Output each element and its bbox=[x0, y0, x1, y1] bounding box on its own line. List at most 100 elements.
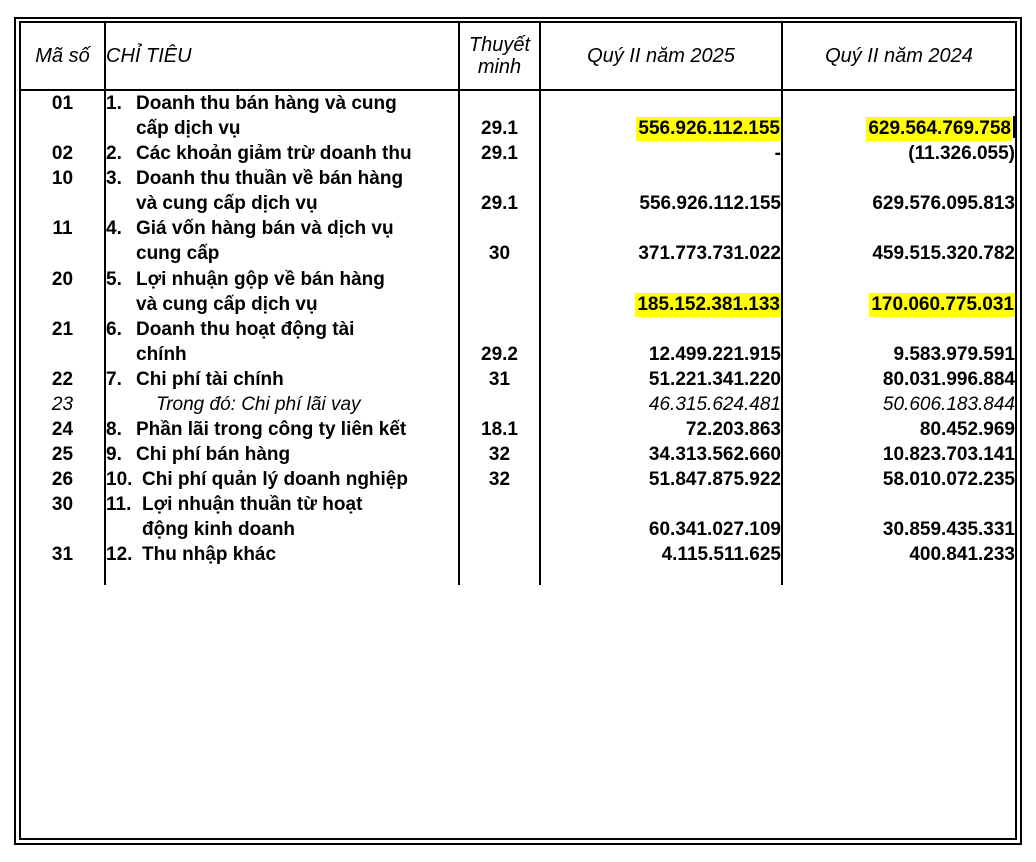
table-bottom-spacer bbox=[21, 567, 1015, 586]
spacer-cell bbox=[105, 567, 460, 586]
row-item-label: 11. Lợi nhuận thuần từ hoạt động kinh doan… bbox=[105, 492, 460, 543]
row-code: 22 bbox=[21, 366, 106, 392]
row-value-previous: 400.841.233 bbox=[782, 542, 1015, 568]
table-row[interactable]: 20 5. Lợi nhuận gộp về bán hàng và cung cấp… bbox=[21, 266, 1015, 317]
row-note-ref: 18.1 bbox=[459, 417, 541, 443]
row-code: 31 bbox=[21, 542, 106, 568]
table-row[interactable]: 30 11. Lợi nhuận thuần từ hoạt động kinh do… bbox=[21, 492, 1015, 543]
row-value-previous: 10.823.703.141 bbox=[782, 442, 1015, 468]
row-value-previous: 30.859.435.331 bbox=[782, 492, 1015, 543]
row-code: 11 bbox=[21, 216, 106, 267]
header-note-line2: minh bbox=[477, 56, 522, 78]
table-header-row: Mã số CHỈ TIÊU Thuyết minh Quý II năm 20… bbox=[21, 23, 1015, 91]
row-item-text: Phần lãi trong công ty liên kết bbox=[136, 419, 407, 441]
row-item-label: 2. Các khoản giảm trừ doanh thu bbox=[105, 141, 460, 167]
spacer-cell bbox=[782, 567, 1015, 586]
row-item-number: 12. bbox=[106, 544, 133, 566]
row-item-number: 3. bbox=[106, 168, 122, 190]
table-row[interactable]: 31 12. Thu nhập khác 4.115.511.625 400.841.2… bbox=[21, 542, 1015, 568]
subrow-note-ref bbox=[459, 391, 541, 418]
row-item-number: 4. bbox=[106, 218, 122, 240]
row-value-previous: 58.010.072.235 bbox=[782, 467, 1015, 493]
row-item-label: 5. Lợi nhuận gộp về bán hàng và cung cấp d… bbox=[105, 266, 460, 317]
row-note-ref: 29.2 bbox=[459, 316, 541, 367]
row-note-ref: 32 bbox=[459, 467, 541, 493]
row-value-current: 556.926.112.155 bbox=[540, 90, 783, 142]
table-row[interactable]: 10 3. Doanh thu thuần về bán hàng và cung c… bbox=[21, 166, 1015, 217]
table-row[interactable]: 25 9. Chi phí bán hàng 32 34.313.562.660 10.8… bbox=[21, 442, 1015, 468]
row-value-current: 371.773.731.022 bbox=[540, 216, 783, 267]
row-code: 20 bbox=[21, 266, 106, 317]
header-current-period: Quý II năm 2025 bbox=[540, 23, 783, 91]
row-item-text: Lợi nhuận gộp về bán hàng và cung cấp dịc… bbox=[136, 268, 385, 315]
row-note-ref: 29.1 bbox=[459, 141, 541, 167]
spacer-cell bbox=[540, 567, 783, 586]
row-item-label: 4. Giá vốn hàng bán và dịch vụ cung cấp bbox=[105, 216, 460, 267]
row-value-current: 4.115.511.625 bbox=[540, 542, 783, 568]
row-value-current: 556.926.112.155 bbox=[540, 166, 783, 217]
table-body: 01 1. Doanh thu bán hàng và cung cấp dịch v… bbox=[21, 90, 1015, 586]
row-code: 02 bbox=[21, 141, 106, 167]
row-item-number: 7. bbox=[106, 368, 122, 390]
row-item-text-line2: và cung cấp dịch vụ bbox=[136, 293, 318, 315]
row-value-previous: 170.060.775.031 bbox=[782, 266, 1015, 317]
row-item-number: 10. bbox=[106, 469, 133, 491]
row-note-ref: 30 bbox=[459, 216, 541, 267]
row-item-number: 5. bbox=[106, 268, 122, 290]
row-item-text-line2: động kinh doanh bbox=[142, 519, 296, 541]
subrow-value-previous: 50.606.183.844 bbox=[782, 391, 1015, 418]
row-note-ref: 29.1 bbox=[459, 166, 541, 217]
row-value-current: 72.203.863 bbox=[540, 417, 783, 443]
header-previous-period: Quý II năm 2024 bbox=[782, 23, 1015, 91]
row-code: 25 bbox=[21, 442, 106, 468]
row-item-text-line2: chính bbox=[136, 343, 187, 365]
highlighted-value: 629.564.769.758 bbox=[866, 117, 1012, 141]
table-row[interactable]: 11 4. Giá vốn hàng bán và dịch vụ cung cấp 3… bbox=[21, 216, 1015, 267]
row-item-text: Các khoản giảm trừ doanh thu bbox=[136, 143, 412, 165]
highlighted-value: 556.926.112.155 bbox=[636, 117, 781, 141]
row-code: 21 bbox=[21, 316, 106, 367]
row-note-ref: 31 bbox=[459, 366, 541, 392]
row-item-label: 12. Thu nhập khác bbox=[105, 542, 460, 568]
table-row[interactable]: 22 7. Chi phí tài chính 31 51.221.341.220 80.… bbox=[21, 366, 1015, 392]
row-code: 10 bbox=[21, 166, 106, 217]
row-item-number: 11. bbox=[106, 494, 132, 516]
row-item-text: Doanh thu bán hàng và cung cấp dịch vụ bbox=[136, 93, 397, 140]
row-item-text: Chi phí tài chính bbox=[136, 368, 284, 390]
highlighted-value: 170.060.775.031 bbox=[869, 292, 1015, 317]
row-value-current: - bbox=[540, 141, 783, 167]
row-item-number: 8. bbox=[106, 419, 122, 441]
table-outer-border bbox=[14, 17, 1022, 845]
row-code: 26 bbox=[21, 467, 106, 493]
row-value-previous: 9.583.979.591 bbox=[782, 316, 1015, 367]
row-note-ref bbox=[459, 542, 541, 568]
row-value-previous: 629.564.769.758 bbox=[782, 90, 1015, 142]
table-row[interactable]: 21 6. Doanh thu hoạt động tài chính 29.2 12.4… bbox=[21, 316, 1015, 367]
spacer-cell bbox=[21, 567, 106, 586]
row-note-ref: 32 bbox=[459, 442, 541, 468]
row-item-text: Doanh thu thuần về bán hàng và cung cấp d… bbox=[136, 168, 404, 215]
header-item: CHỈ TIÊU bbox=[105, 23, 460, 91]
row-value-current: 12.499.221.915 bbox=[540, 316, 783, 367]
table-row[interactable]: 24 8. Phần lãi trong công ty liên kết 18.1 7… bbox=[21, 417, 1015, 443]
table-row[interactable]: 01 1. Doanh thu bán hàng và cung cấp dịch v… bbox=[21, 90, 1015, 142]
row-code: 30 bbox=[21, 492, 106, 543]
row-item-number: 2. bbox=[106, 143, 122, 165]
row-note-ref: 29.1 bbox=[459, 90, 541, 142]
row-item-label: 9. Chi phí bán hàng bbox=[105, 442, 460, 468]
row-value-current: 51.221.341.220 bbox=[540, 366, 783, 392]
header-code: Mã số bbox=[21, 23, 106, 91]
row-item-label: 3. Doanh thu thuần về bán hàng và cung cấp… bbox=[105, 166, 460, 217]
row-item-text-line2: cung cấp bbox=[136, 243, 220, 265]
income-statement-table: Mã số CHỈ TIÊU Thuyết minh Quý II năm 20… bbox=[21, 23, 1015, 586]
row-value-previous: 80.031.996.884 bbox=[782, 366, 1015, 392]
row-item-text-line2: cấp dịch vụ bbox=[136, 118, 241, 140]
table-row[interactable]: 26 10. Chi phí quản lý doanh nghiệp 32 51.84… bbox=[21, 467, 1015, 493]
table-subrow[interactable]: 23 Trong đó: Chi phí lãi vay 46.315.624.48… bbox=[21, 391, 1015, 418]
row-item-label: 8. Phần lãi trong công ty liên kết bbox=[105, 417, 460, 443]
row-note-ref bbox=[459, 492, 541, 543]
row-item-label: 1. Doanh thu bán hàng và cung cấp dịch vụ bbox=[105, 90, 460, 142]
table-row[interactable]: 02 2. Các khoản giảm trừ doanh thu 29.1- (11… bbox=[21, 141, 1015, 167]
row-value-previous: 459.515.320.782 bbox=[782, 216, 1015, 267]
